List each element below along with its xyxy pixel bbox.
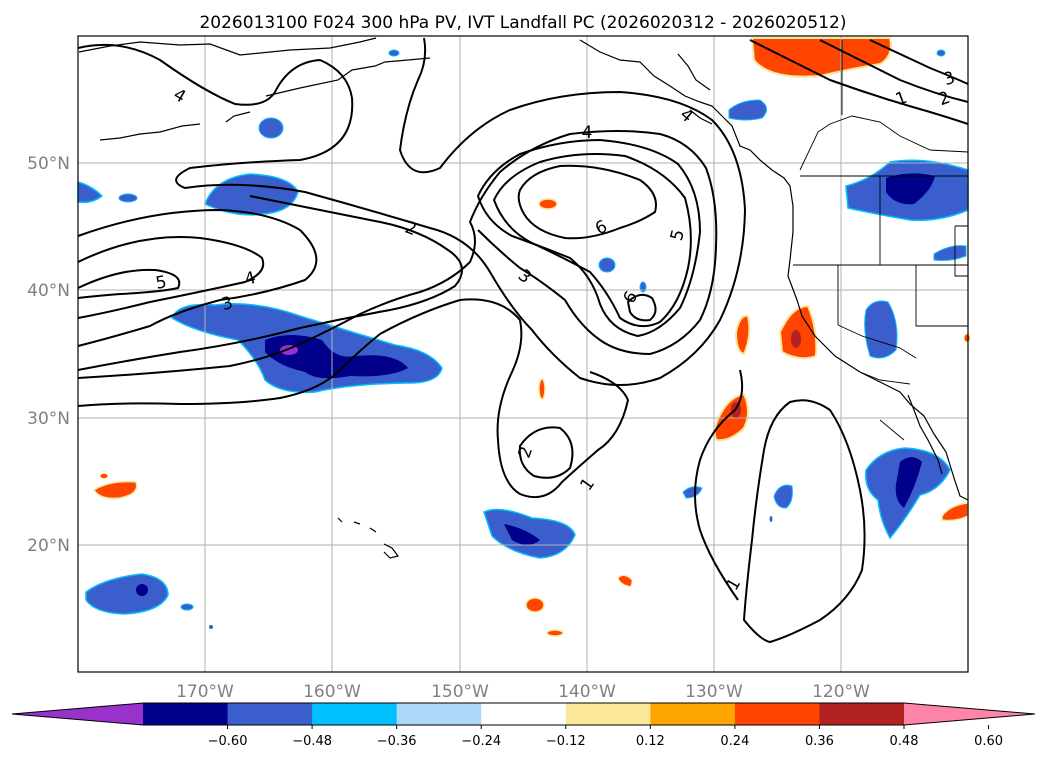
negative-region <box>895 457 922 508</box>
colorbar-segment <box>819 703 905 725</box>
colorbar-segment <box>650 703 736 725</box>
negative-region <box>209 625 213 629</box>
positive-region <box>963 333 971 343</box>
positive-region <box>750 37 892 78</box>
colorbar-tick-label: 0.48 <box>890 734 919 749</box>
shading-layer <box>77 37 971 637</box>
colorbar-segment <box>734 703 820 725</box>
positive-region <box>734 314 751 356</box>
negative-region <box>85 573 169 615</box>
contour-label: 4 <box>582 123 593 143</box>
negative-region <box>504 524 540 545</box>
negative-region <box>118 193 138 203</box>
negative-region <box>682 486 703 499</box>
negative-region <box>886 173 935 205</box>
colorbar-tick-label: 0.12 <box>636 734 665 749</box>
colorbar-tick-label: −0.24 <box>461 734 501 749</box>
positive-region <box>617 574 633 587</box>
latitude-labels: 50°N 40°N 30°N 20°N <box>27 154 70 556</box>
negative-region <box>388 49 400 57</box>
colorbar-extend-right <box>904 703 1035 725</box>
colorbar-tick-label: 0.36 <box>805 734 834 749</box>
colorbar-tick-label: −0.36 <box>377 734 417 749</box>
negative-region <box>773 484 793 509</box>
positive-region <box>538 198 558 210</box>
positive-region <box>546 629 564 637</box>
positive-region <box>791 330 801 348</box>
colorbar-tick-label: −0.48 <box>292 734 332 749</box>
gridlines <box>78 36 968 672</box>
contour-lines <box>77 37 969 644</box>
colorbar-segment <box>143 703 229 725</box>
positive-region <box>92 480 138 500</box>
colorbar-segment <box>481 703 567 725</box>
lon-label-170w: 170°W <box>176 682 234 702</box>
negative-region <box>598 257 616 273</box>
lat-label-50n: 50°N <box>27 154 70 174</box>
contour-label: 5 <box>154 272 168 294</box>
negative-region <box>258 117 284 139</box>
negative-region <box>171 303 443 393</box>
coastlines <box>78 37 969 559</box>
negative-region <box>180 603 194 611</box>
positive-region <box>99 473 109 479</box>
negative-region <box>77 181 104 204</box>
figure-title: 2026013100 F024 300 hPa PV, IVT Landfall… <box>199 13 846 33</box>
contour-label: 5 <box>667 227 689 243</box>
map-panel: 4 5 4 3 2 4 4 6 5 3 6 2 1 1 3 2 1 <box>77 35 971 673</box>
colorbar-tick-label: 0.24 <box>720 734 749 749</box>
colorbar: −0.60 −0.48 −0.36 −0.24 −0.12 0.12 0.24 0.36 0.4… <box>11 702 1036 749</box>
colorbar-outline <box>11 702 1036 726</box>
colorbar-extend-left <box>12 703 143 725</box>
colorbar-segment <box>396 703 482 725</box>
negative-region <box>769 516 773 522</box>
longitude-labels: 170°W 160°W 150°W 140°W 130°W 120°W <box>176 682 870 702</box>
contour-label: 4 <box>242 268 258 290</box>
positive-region <box>538 378 546 400</box>
negative-region <box>933 245 967 261</box>
lon-label-120w: 120°W <box>812 682 870 702</box>
negative-region <box>136 584 148 596</box>
lon-label-150w: 150°W <box>431 682 489 702</box>
colorbar-tick-label: −0.12 <box>546 734 586 749</box>
borders <box>793 40 969 441</box>
colorbar-segment <box>565 703 651 725</box>
lon-label-160w: 160°W <box>303 682 361 702</box>
colorbar-tick-label: 0.60 <box>974 734 1003 749</box>
colorbar-tick-label: −0.60 <box>208 734 248 749</box>
lat-label-40n: 40°N <box>27 281 70 301</box>
negative-region <box>728 99 767 121</box>
colorbar-segment <box>227 703 313 725</box>
lat-label-30n: 30°N <box>27 409 70 429</box>
lat-label-20n: 20°N <box>27 536 70 556</box>
lon-label-130w: 130°W <box>685 682 743 702</box>
negative-region <box>864 300 898 359</box>
colorbar-segment <box>312 703 398 725</box>
lon-label-140w: 140°W <box>558 682 616 702</box>
positive-region <box>525 597 545 613</box>
contour-label: 3 <box>219 293 235 315</box>
negative-region <box>936 49 946 57</box>
